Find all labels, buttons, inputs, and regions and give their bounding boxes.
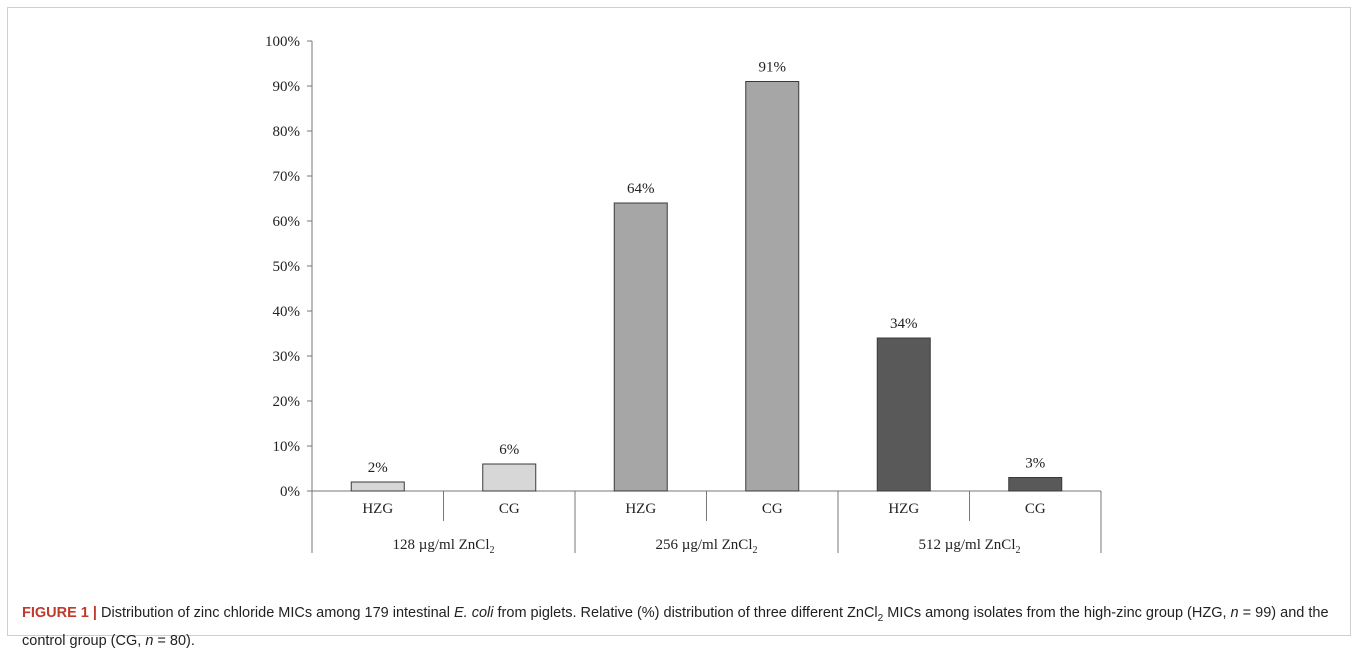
y-tick-label: 60% (273, 214, 301, 230)
caption-species: E. coli (454, 605, 494, 621)
bar (1008, 477, 1063, 492)
y-tick-label: 40% (273, 304, 301, 320)
x-category-label: HZG (888, 501, 919, 517)
caption-text-2: from piglets. Relative (%) distribution … (493, 605, 878, 621)
x-group-label: 512 µg/ml ZnCl2 (919, 537, 1021, 556)
data-label: 34% (890, 316, 918, 332)
caption-text-5: = 80). (153, 632, 195, 649)
caption-n-2: n (145, 632, 154, 649)
data-label: 91% (759, 60, 787, 76)
bar (350, 481, 405, 492)
figure-label: FIGURE 1 | (22, 605, 97, 621)
x-category-label: HZG (362, 501, 393, 517)
y-tick-label: 70% (273, 169, 301, 185)
figure-caption: FIGURE 1 | Distribution of zinc chloride… (22, 602, 1350, 652)
x-group-label: 256 µg/ml ZnCl2 (656, 537, 758, 556)
caption-subscript: 2 (877, 612, 884, 624)
bar (745, 81, 800, 492)
x-group-label: 128 µg/ml ZnCl2 (393, 537, 495, 556)
bar (482, 463, 537, 492)
bar (613, 202, 668, 492)
y-tick-label: 50% (273, 259, 301, 275)
data-label: 2% (368, 460, 388, 476)
bar-chart: 0% 10% 20% 30% 40% 50% 60% 70% 80% 90% 100% 2% HZG 6%… (265, 34, 1102, 556)
y-tick-label: 10% (273, 439, 301, 455)
y-tick-label: 30% (273, 349, 301, 365)
x-category-label: CG (1025, 501, 1046, 517)
y-tick-label: 0% (280, 484, 300, 500)
y-tick-label: 20% (273, 394, 301, 410)
y-tick-label: 100% (265, 34, 300, 50)
figure-frame: 0% 10% 20% 30% 40% 50% 60% 70% 80% 90% 100% 2% HZG 6%… (7, 7, 1351, 649)
data-label: 3% (1025, 456, 1045, 472)
x-category-label: HZG (625, 501, 656, 517)
caption-text-1: Distribution of zinc chloride MICs among… (96, 605, 454, 621)
data-label: 6% (499, 442, 519, 458)
y-tick-label: 90% (273, 79, 301, 95)
x-category-label: CG (762, 501, 783, 517)
caption-n-1: n (1230, 605, 1239, 621)
data-label: 64% (627, 181, 655, 197)
y-tick-label: 80% (273, 124, 301, 140)
caption-text-3: MICs among isolates from the high-zinc g… (883, 605, 1231, 621)
x-category-label: CG (499, 501, 520, 517)
bar (876, 337, 931, 492)
